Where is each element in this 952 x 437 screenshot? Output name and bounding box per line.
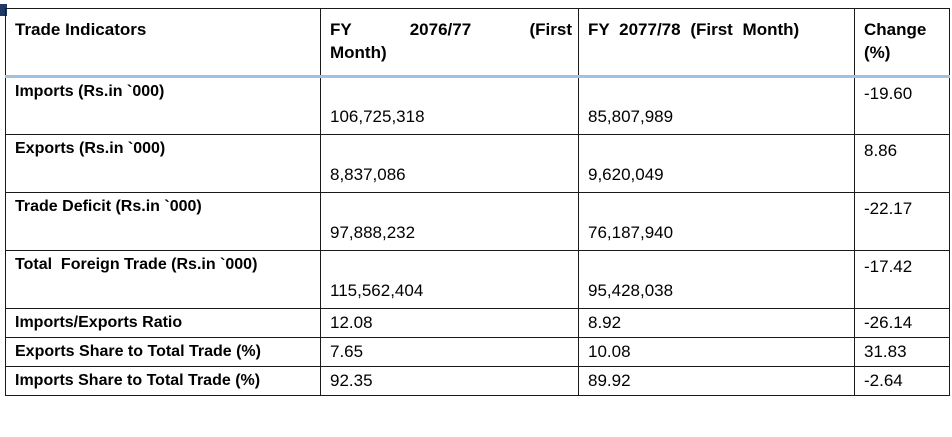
table-row-trade-deficit: Trade Deficit (Rs.in `000) 97,888,232 76…: [5, 192, 950, 251]
indicator-cell: Total Foreign Trade (Rs.in `000): [5, 250, 321, 309]
change-value-cell: -2.64: [854, 366, 950, 396]
table-row-imports-exports-ratio: Imports/Exports Ratio 12.08 8.92 -26.14: [5, 308, 950, 338]
header-row: Trade Indicators FY 2076/77 (First Month…: [5, 8, 950, 78]
fy1-value-cell: 97,888,232: [320, 192, 579, 251]
table-corner-artifact: [0, 4, 7, 16]
change-value-cell: -19.60: [854, 76, 950, 135]
fy2-value-cell: 8.92: [578, 308, 855, 338]
table-row-total-foreign-trade: Total Foreign Trade (Rs.in `000) 115,562…: [5, 250, 950, 309]
fy2-value-cell: 10.08: [578, 337, 855, 367]
fy2-value-cell: 76,187,940: [578, 192, 855, 251]
indicator-cell: Imports (Rs.in `000): [5, 76, 321, 135]
table-row-exports: Exports (Rs.in `000) 8,837,086 9,620,049…: [5, 134, 950, 193]
change-value-cell: 31.83: [854, 337, 950, 367]
fy2-value-cell: 85,807,989: [578, 76, 855, 135]
indicator-cell: Imports/Exports Ratio: [5, 308, 321, 338]
change-value-cell: 8.86: [854, 134, 950, 193]
header-change-percent: Change (%): [854, 8, 950, 78]
change-value-cell: -22.17: [854, 192, 950, 251]
fy2-value-cell: 89.92: [578, 366, 855, 396]
header-fy-2076-77-line1: FY 2076/77 (First: [330, 20, 572, 39]
table-row-exports-share: Exports Share to Total Trade (%) 7.65 10…: [5, 337, 950, 367]
indicator-cell: Imports Share to Total Trade (%): [5, 366, 321, 396]
header-fy-2077-78: FY 2077/78 (First Month): [578, 8, 855, 78]
fy1-value-cell: 7.65: [320, 337, 579, 367]
indicator-cell: Exports Share to Total Trade (%): [5, 337, 321, 367]
fy2-value-cell: 95,428,038: [578, 250, 855, 309]
change-value-cell: -17.42: [854, 250, 950, 309]
fy1-value-cell: 92.35: [320, 366, 579, 396]
header-fy-2076-77-line2: Month): [330, 42, 387, 62]
fy2-value-cell: 9,620,049: [578, 134, 855, 193]
header-trade-indicators-label: Trade Indicators: [15, 20, 147, 39]
trade-indicators-table: Trade Indicators FY 2076/77 (First Month…: [5, 8, 950, 396]
indicator-cell: Trade Deficit (Rs.in `000): [5, 192, 321, 251]
table-row-imports-share: Imports Share to Total Trade (%) 92.35 8…: [5, 366, 950, 396]
fy1-value-cell: 115,562,404: [320, 250, 579, 309]
header-fy-2077-78-label: FY 2077/78 (First Month): [588, 20, 800, 39]
header-trade-indicators: Trade Indicators: [5, 8, 321, 78]
indicator-cell: Exports (Rs.in `000): [5, 134, 321, 193]
fy1-value-cell: 8,837,086: [320, 134, 579, 193]
change-value-cell: -26.14: [854, 308, 950, 338]
fy1-value-cell: 106,725,318: [320, 76, 579, 135]
table-row-imports: Imports (Rs.in `000) 106,725,318 85,807,…: [5, 76, 950, 135]
header-fy-2076-77: FY 2076/77 (First Month): [320, 8, 579, 78]
fy1-value-cell: 12.08: [320, 308, 579, 338]
header-change-percent-label: Change (%): [864, 20, 927, 62]
